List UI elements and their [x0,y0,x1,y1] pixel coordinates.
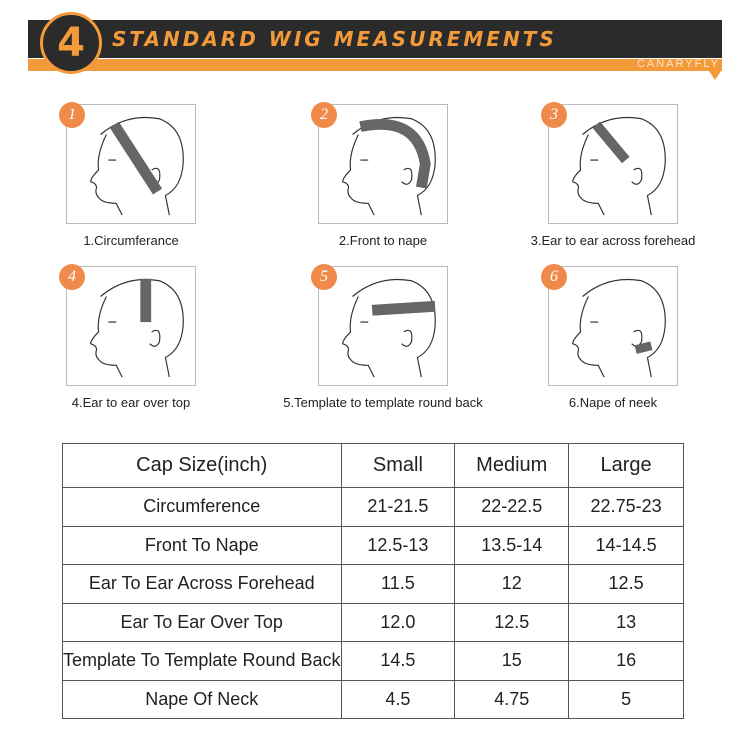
measurement-illustration [548,104,678,224]
measurement-illustration [548,266,678,386]
table-row: Front To Nape 12.5-13 13.5-14 14-14.5 [62,525,684,565]
table-row: Nape Of Neck 4.5 4.75 5 [62,679,684,719]
size-table: Cap Size(inch) Small Medium Large Circum… [62,443,684,719]
table-cell: 12 [454,564,570,604]
header-cap-size: Cap Size(inch) [62,443,342,488]
header-medium: Medium [454,443,570,488]
step-label: 1.Circumferance [83,233,179,248]
table-row: Circumference 21-21.5 22-22.5 22.75-23 [62,487,684,527]
header-large: Large [568,443,684,488]
table-cell: Front To Nape [62,525,342,565]
table-header-row: Cap Size(inch) Small Medium Large [62,443,684,488]
table-cell: 15 [454,641,570,681]
table-row: Ear To Ear Across Forehead 11.5 12 12.5 [62,564,684,604]
table-cell: 14.5 [340,641,456,681]
step-label: 2.Front to nape [338,233,428,248]
table-cell: 12.5-13 [340,525,456,565]
step-number-badge: 3 [541,102,567,128]
table-cell: 14-14.5 [568,525,684,565]
step-number-badge: 5 [311,264,337,290]
table-cell: Nape Of Neck [62,679,342,719]
table-cell: 5 [568,679,684,719]
measurement-illustration [318,104,448,224]
table-cell: 16 [568,641,684,681]
header-bar [28,20,722,58]
table-cell: Ear To Ear Over Top [62,602,342,642]
measurement-illustration [318,266,448,386]
table-cell: 22.75-23 [568,487,684,527]
head-diagram-icon [90,116,184,216]
step-label: 6.Nape of neek [568,395,658,410]
step-label: 4.Ear to ear over top [71,395,191,410]
table-row: Template To Template Round Back 14.5 15 16 [62,641,684,681]
table-cell: Template To Template Round Back [62,641,342,681]
head-diagram-icon [572,116,666,216]
head-diagram-icon [342,116,436,216]
table-cell: 4.5 [340,679,456,719]
table-cell: Ear To Ear Across Forehead [62,564,342,604]
header-accent-stripe [28,59,722,71]
table-cell: 22-22.5 [454,487,570,527]
step-number-badge: 4 [59,264,85,290]
table-cell: 12.5 [454,602,570,642]
table-cell: 13.5-14 [454,525,570,565]
table-cell: 12.0 [340,602,456,642]
table-cell: 4.75 [454,679,570,719]
table-cell: 21-21.5 [340,487,456,527]
head-diagram-icon [342,278,436,378]
table-cell: 13 [568,602,684,642]
page-title: STANDARD WIG MEASUREMENTS [112,27,557,51]
step-label: 5.Template to template round back [283,395,483,410]
section-number-badge: 4 [40,12,102,74]
step-number-badge: 2 [311,102,337,128]
measurement-illustration [66,266,196,386]
step-number-badge: 1 [59,102,85,128]
step-label: 3.Ear to ear across forehead [530,233,696,248]
header-pointer [709,71,721,80]
table-cell: 12.5 [568,564,684,604]
table-row: Ear To Ear Over Top 12.0 12.5 13 [62,602,684,642]
table-cell: Circumference [62,487,342,527]
step-number-badge: 6 [541,264,567,290]
head-diagram-icon [572,278,666,378]
brand-label: CANARYFLY [636,58,720,70]
head-diagram-icon [90,278,184,378]
table-cell: 11.5 [340,564,456,604]
measurement-illustration [66,104,196,224]
header-small: Small [340,443,456,488]
